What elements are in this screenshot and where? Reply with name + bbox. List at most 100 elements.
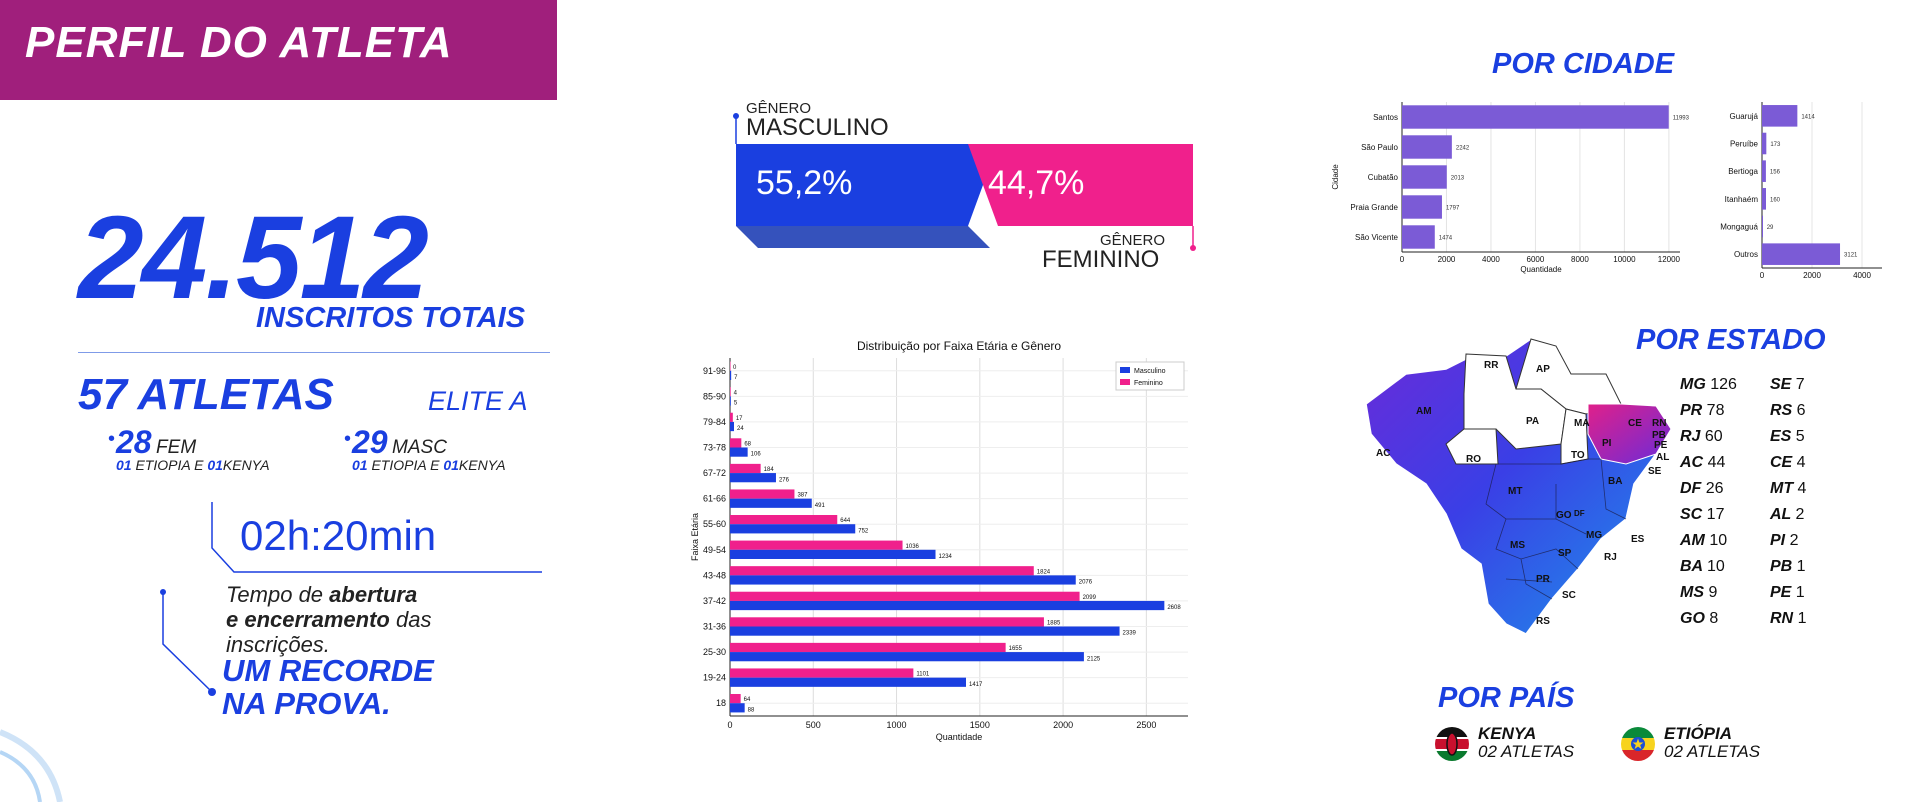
state-code: MT bbox=[1770, 480, 1798, 497]
elite-fem-sub-num2: 01 bbox=[207, 457, 223, 473]
bar-feminino bbox=[730, 540, 903, 550]
legend-label: Masculino bbox=[1134, 368, 1166, 375]
data-label-feminino: 644 bbox=[840, 518, 851, 524]
svg-text:CE: CE bbox=[1628, 418, 1642, 429]
country-section-title: POR PAÍS bbox=[1438, 682, 1575, 714]
gender-masc-small: GÊNERO bbox=[746, 100, 812, 117]
x-tick-label: 10000 bbox=[1613, 255, 1636, 264]
state-row-ce: CE 4 bbox=[1770, 450, 1806, 476]
state-row-se: SE 7 bbox=[1770, 372, 1806, 398]
state-count: 1 bbox=[1796, 558, 1806, 575]
svg-text:RJ: RJ bbox=[1604, 552, 1617, 563]
bar-feminino bbox=[730, 361, 731, 371]
state-code: PR bbox=[1680, 402, 1707, 419]
title-banner: PERFIL DO ATLETA bbox=[0, 0, 557, 100]
state-row-go: GO 8 bbox=[1680, 606, 1737, 632]
svg-text:TO: TO bbox=[1571, 450, 1585, 461]
svg-text:RR: RR bbox=[1484, 360, 1499, 371]
state-count: 8 bbox=[1709, 610, 1719, 627]
state-row-pe: PE 1 bbox=[1770, 580, 1806, 606]
data-label-feminino: 387 bbox=[797, 493, 808, 499]
data-label-masculino: 276 bbox=[779, 477, 790, 483]
svg-text:SE: SE bbox=[1648, 466, 1662, 477]
bar-city bbox=[1762, 215, 1763, 238]
state-count: 4 bbox=[1797, 480, 1807, 497]
data-label-city: 3121 bbox=[1844, 253, 1858, 259]
x-axis-label: Quantidade bbox=[1520, 265, 1562, 274]
svg-text:RN: RN bbox=[1652, 418, 1666, 429]
y-tick-label: 73-78 bbox=[703, 443, 726, 453]
bar-city bbox=[1402, 165, 1447, 189]
gender-masc-bar bbox=[736, 144, 998, 226]
y-tick-label: Mongaguá bbox=[1720, 223, 1758, 232]
bar-feminino bbox=[730, 489, 795, 499]
x-tick-label: 8000 bbox=[1571, 255, 1589, 264]
bar-city bbox=[1762, 243, 1841, 265]
state-code: SC bbox=[1680, 506, 1707, 523]
elite-masc-label: MASC bbox=[392, 437, 447, 458]
y-tick-label: 61-66 bbox=[703, 494, 726, 504]
kenya-flag-icon bbox=[1435, 727, 1469, 761]
bar-feminino bbox=[730, 617, 1044, 627]
data-label-feminino: 4 bbox=[734, 390, 738, 396]
y-tick-label: 67-72 bbox=[703, 468, 726, 478]
desc-text-1: Tempo de bbox=[226, 582, 330, 607]
elite-fem: • 28 FEM 01 ETIOPIA E 01KENYA bbox=[108, 424, 270, 473]
bar-masculino bbox=[730, 473, 776, 483]
data-label-masculino: 2125 bbox=[1087, 656, 1101, 662]
svg-text:AL: AL bbox=[1656, 452, 1669, 463]
x-axis-label: Quantidade bbox=[936, 732, 983, 742]
y-tick-label: São Vicente bbox=[1355, 233, 1399, 242]
state-row-rj: RJ 60 bbox=[1680, 424, 1737, 450]
bar-city bbox=[1402, 225, 1435, 249]
gender-masc-pct: 55,2% bbox=[756, 164, 853, 202]
bar-feminino bbox=[730, 591, 1080, 601]
y-tick-label: 37-42 bbox=[703, 596, 726, 606]
gender-fem-big: FEMININO bbox=[1042, 246, 1160, 273]
bar-masculino bbox=[730, 575, 1076, 585]
bar-city bbox=[1402, 105, 1669, 129]
data-label-feminino: 0 bbox=[733, 365, 737, 371]
x-tick-label: 2500 bbox=[1136, 720, 1156, 730]
data-label-feminino: 1824 bbox=[1037, 569, 1051, 575]
bar-masculino bbox=[730, 370, 732, 380]
y-tick-label: Guarujá bbox=[1730, 112, 1759, 121]
y-tick-label: São Paulo bbox=[1361, 143, 1398, 152]
state-code: PI bbox=[1770, 532, 1790, 549]
x-tick-label: 2000 bbox=[1438, 255, 1456, 264]
data-label-city: 29 bbox=[1767, 225, 1774, 231]
data-label-masculino: 5 bbox=[734, 401, 738, 407]
svg-text:PA: PA bbox=[1526, 416, 1539, 427]
bar-masculino bbox=[730, 703, 745, 713]
y-tick-label: Santos bbox=[1373, 113, 1398, 122]
state-code: RJ bbox=[1680, 428, 1705, 445]
elite-fem-sub-num1: 01 bbox=[116, 457, 132, 473]
country-kenya-count: 02 ATLETAS bbox=[1478, 742, 1575, 761]
bar-feminino bbox=[730, 412, 733, 422]
state-code: AL bbox=[1770, 506, 1796, 523]
elite-fem-sub-text1: ETIOPIA E bbox=[135, 457, 204, 473]
data-label-feminino: 2099 bbox=[1083, 595, 1097, 601]
svg-text:PE: PE bbox=[1654, 440, 1668, 451]
state-code: MG bbox=[1680, 376, 1711, 393]
state-list-left: MG 126 PR 78 RJ 60 AC 44 DF 26 SC 17 AM 10 BA 1… bbox=[1680, 372, 1737, 632]
city-chart-others: 0 2000 4000 Guarujá 1414 Peruíbe 173 Bertioga 15… bbox=[1720, 102, 1882, 280]
state-code: RS bbox=[1770, 402, 1797, 419]
country-ethiopia-count: 02 ATLETAS bbox=[1664, 742, 1761, 761]
svg-text:PI: PI bbox=[1602, 438, 1612, 449]
state-row-mt: MT 4 bbox=[1770, 476, 1806, 502]
bar-masculino bbox=[730, 677, 966, 687]
y-tick-label: 79-84 bbox=[703, 417, 726, 427]
bar-city bbox=[1402, 135, 1452, 159]
time-description: Tempo de abertura e encerramento das ins… bbox=[226, 582, 431, 657]
gender-fem-pct: 44,7% bbox=[988, 164, 1085, 202]
data-label-city: 156 bbox=[1770, 170, 1781, 176]
y-tick-label: 43-48 bbox=[703, 570, 726, 580]
data-label-masculino: 752 bbox=[858, 528, 869, 534]
bar-feminino bbox=[730, 642, 1006, 653]
x-tick-label: 4000 bbox=[1482, 255, 1500, 264]
record-note: UM RECORDE NA PROVA. bbox=[222, 654, 434, 720]
legend-label: Feminino bbox=[1134, 380, 1163, 387]
state-count: 7 bbox=[1795, 376, 1805, 393]
y-axis-label: Faixa Etária bbox=[690, 513, 700, 561]
